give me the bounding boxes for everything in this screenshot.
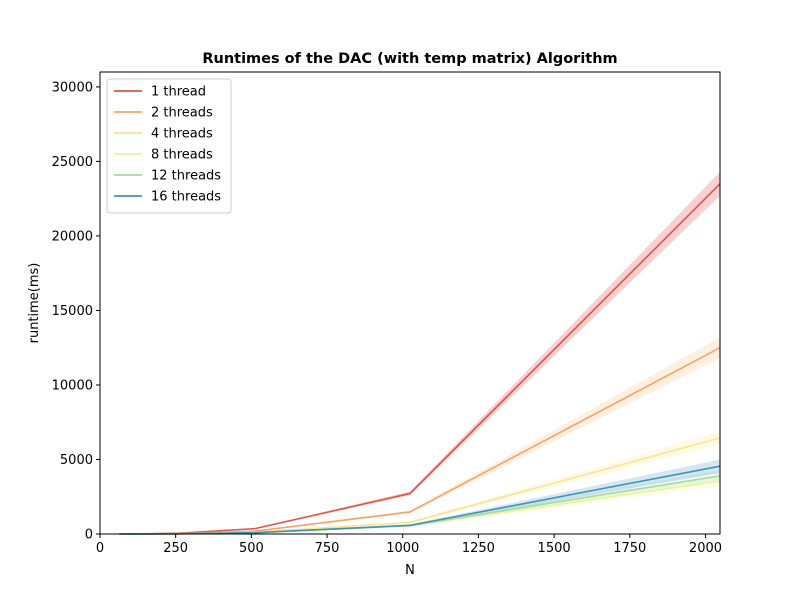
- y-axis-ticks: 0 5000 10000 15000 20000 25000 30000: [52, 80, 100, 543]
- x-axis-label: N: [405, 563, 415, 578]
- x-tick-label: 2000: [689, 541, 722, 556]
- series-line: [119, 347, 721, 535]
- legend-label: 1 thread: [151, 85, 206, 100]
- legend-label: 4 threads: [151, 127, 213, 142]
- confidence-bands: [119, 171, 720, 534]
- x-tick-label: 1000: [386, 541, 419, 556]
- x-tick-label: 0: [96, 541, 104, 556]
- x-tick-label: 500: [239, 541, 264, 556]
- x-tick-label: 1750: [613, 541, 646, 556]
- y-tick-label: 25000: [52, 155, 93, 170]
- legend-label: 2 threads: [151, 106, 213, 121]
- y-tick-label: 0: [85, 528, 93, 543]
- legend-label: 12 threads: [151, 169, 221, 184]
- chart-legend: 1 thread 2 threads 4 threads 8 threads 12 th…: [106, 78, 232, 214]
- x-tick-label: 1500: [538, 541, 571, 556]
- y-tick-label: 10000: [52, 378, 93, 393]
- x-tick-label: 250: [163, 541, 188, 556]
- y-tick-label: 30000: [52, 80, 93, 95]
- x-tick-label: 1250: [462, 541, 495, 556]
- x-tick-label: 750: [315, 541, 340, 556]
- plot-area-frame: [99, 71, 721, 535]
- y-tick-label: 15000: [52, 304, 93, 319]
- x-axis-ticks: 0 250 500 750 1000 1250 1500 1750 2000: [96, 534, 722, 556]
- legend-label: 16 threads: [151, 190, 221, 205]
- y-axis-label: runtime(ms): [27, 263, 42, 344]
- chart-title: Runtimes of the DAC (with temp matrix) A…: [202, 51, 617, 67]
- legend-label: 8 threads: [151, 148, 213, 163]
- y-tick-label: 20000: [52, 229, 93, 244]
- y-tick-label: 5000: [60, 453, 93, 468]
- confidence-band: [119, 337, 720, 534]
- series-line: [119, 465, 721, 535]
